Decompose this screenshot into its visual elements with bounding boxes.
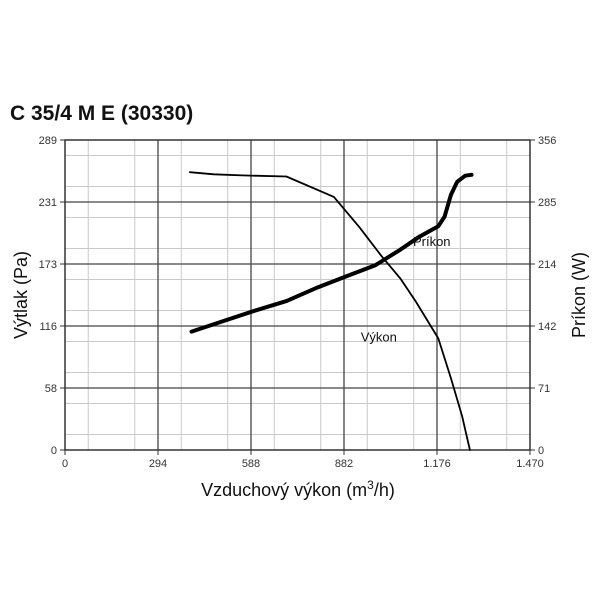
x-tick-label: 294 xyxy=(149,458,167,470)
y-right-tick-label: 71 xyxy=(538,383,550,395)
series-line-vykon xyxy=(188,171,471,451)
x-tick-label: 588 xyxy=(242,458,260,470)
grid-major xyxy=(65,140,530,450)
y-right-axis-label: Príkon (W) xyxy=(569,252,589,338)
y-right-tick-label: 142 xyxy=(538,321,556,333)
y-left-tick-labels: 0 58 116 173 231 289 xyxy=(39,135,65,457)
x-axis-label: Vzduchový výkon (m3/h) xyxy=(201,478,395,500)
y-left-tick-label: 289 xyxy=(39,135,57,147)
y-right-tick-label: 0 xyxy=(538,445,544,457)
x-tick-label: 1.176 xyxy=(423,458,451,470)
x-tick-labels: 0 294 588 882 1.176 1.470 xyxy=(62,450,544,470)
chart-title: C 35/4 M E (30330) xyxy=(10,102,193,125)
y-left-tick-label: 173 xyxy=(39,259,57,271)
series-line-prikon xyxy=(189,172,474,334)
annotation-vykon: Výkon xyxy=(361,330,397,345)
y-left-tick-label: 0 xyxy=(51,445,57,457)
plot-frame xyxy=(64,139,531,451)
y-right-tick-label: 285 xyxy=(538,197,556,209)
x-tick-label: 882 xyxy=(335,458,353,470)
annotation-prikon: Príkon xyxy=(413,234,451,249)
y-right-tick-labels: 0 71 142 214 285 356 xyxy=(530,135,556,457)
y-right-tick-label: 356 xyxy=(538,135,556,147)
x-tick-label: 0 xyxy=(62,458,68,470)
y-left-tick-label: 58 xyxy=(45,383,57,395)
y-left-tick-label: 231 xyxy=(39,197,57,209)
y-left-axis-label: Výtlak (Pa) xyxy=(11,251,31,339)
x-tick-label: 1.470 xyxy=(516,458,544,470)
series-group xyxy=(188,171,474,451)
y-left-tick-label: 116 xyxy=(39,321,57,333)
annotations: Príkon Výkon xyxy=(361,234,451,344)
y-right-tick-label: 214 xyxy=(538,259,556,271)
